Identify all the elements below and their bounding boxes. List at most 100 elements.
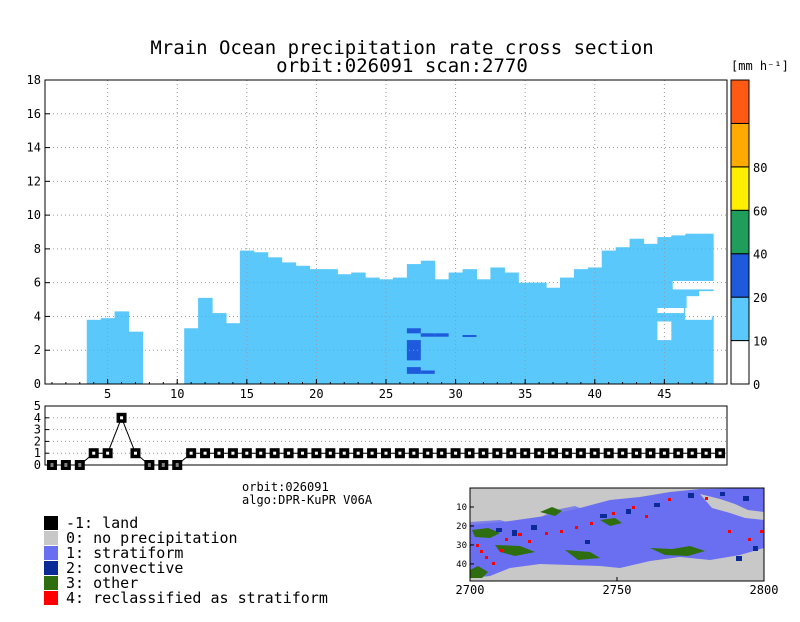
flag-marker-center <box>300 451 304 455</box>
no-rain-gap-0 <box>672 280 715 290</box>
flag-marker-center <box>370 451 374 455</box>
y-tick-label: 16 <box>27 107 41 121</box>
flag-marker-center <box>635 451 639 455</box>
precip-column-18 <box>351 272 366 384</box>
x-tick-label: 20 <box>309 387 323 401</box>
flag-marker-center <box>384 451 388 455</box>
map-y-tick-label: 10 <box>456 503 467 513</box>
flag-marker-center <box>662 451 666 455</box>
flag-marker-center <box>454 451 458 455</box>
precip-column-33 <box>559 277 575 384</box>
precip-column-16 <box>323 269 338 384</box>
x-tick-label: 5 <box>104 387 111 401</box>
map-y-tick-label: 20 <box>456 522 467 532</box>
precip-column-5 <box>198 297 213 384</box>
flag-y-tick-label: 2 <box>34 434 41 448</box>
precip-column-20 <box>379 279 394 384</box>
precip-column-10 <box>239 250 255 384</box>
map-axis-ticks: 2700 2750 2800 10 20 30 40 <box>456 503 779 597</box>
flag-marker-center <box>621 451 625 455</box>
cross-section-panel: 5 10 15 20 25 30 35 40 45 0 2 4 6 8 10 12 14 16 18 <box>27 73 728 401</box>
y-tick-label: 14 <box>27 141 41 155</box>
precip-column-22 <box>406 264 422 384</box>
colorbar-segment-2 <box>730 253 750 298</box>
colorbar-label-0: 0 <box>753 378 760 392</box>
y-tick-label: 10 <box>27 208 41 222</box>
precip-column-7 <box>225 323 241 384</box>
precip-column-24 <box>434 279 450 384</box>
main-plot-frame <box>44 79 728 385</box>
flag-marker-center <box>704 451 708 455</box>
flag-marker-center <box>342 451 346 455</box>
legend-swatch <box>44 531 58 545</box>
stratiform-region <box>470 488 764 578</box>
precip-column-39 <box>643 243 659 384</box>
heavy-rain-cell-2 <box>434 333 449 337</box>
colorbar-label-5: 80 <box>753 161 767 175</box>
precip-column-11 <box>253 252 269 384</box>
map-y-tick-label: 40 <box>456 560 467 570</box>
precip-column-23 <box>420 260 436 384</box>
reclassified-pixels <box>476 497 763 565</box>
flag-y-tick-label: 4 <box>34 411 41 425</box>
heavy-rain-cell-3 <box>462 335 477 338</box>
legend-label: 1: stratiform <box>66 544 183 562</box>
y-tick-label: 8 <box>34 242 41 256</box>
x-tick-label: 25 <box>379 387 393 401</box>
colorbar-segment-3 <box>730 209 750 255</box>
heavy-rain-cell-6 <box>420 370 435 374</box>
colorbar-segment-1 <box>730 296 750 342</box>
colorbar-label-4: 60 <box>753 204 767 218</box>
flag-marker-center <box>231 451 235 455</box>
precip-column-35 <box>587 267 603 384</box>
precip-column-19 <box>365 277 380 384</box>
map-y-tick-label: 30 <box>456 541 467 551</box>
legend-swatch <box>44 516 58 530</box>
flag-marker-center <box>189 451 193 455</box>
precip-cells <box>86 233 715 384</box>
flag-marker-center <box>607 451 611 455</box>
map-x-tick-label: 2750 <box>603 583 632 597</box>
legend-label: -1: land <box>66 514 138 532</box>
legend-entry-0: -1: land <box>44 514 138 532</box>
swath-map-panel: 2700 2750 2800 10 20 30 40 <box>456 487 779 597</box>
precip-column-4 <box>184 328 199 384</box>
flag-marker-center <box>120 416 124 420</box>
main-gridlines <box>45 80 727 384</box>
legend-swatch <box>44 591 58 605</box>
flag-marker-center <box>92 451 96 455</box>
flag-marker-center <box>481 451 485 455</box>
heavy-rain-cell-0 <box>406 328 421 334</box>
y-tick-label: 6 <box>34 276 41 290</box>
precip-column-2 <box>114 311 130 384</box>
colorbar-segment-5 <box>730 122 750 168</box>
legend-label: 2: convective <box>66 559 183 577</box>
algo-label: algo:DPR-KuPR V06A <box>242 493 373 507</box>
x-tick-label: 35 <box>518 387 532 401</box>
flag-marker-center <box>245 451 249 455</box>
legend-entry-3: 2: convective <box>44 559 183 577</box>
flag-marker-center <box>106 451 110 455</box>
chart-title: Mrain Ocean precipitation rate cross sec… <box>150 37 653 59</box>
colorbar: 0 10 20 40 60 80 <box>730 79 767 392</box>
colorbar-segment-4 <box>730 166 750 211</box>
stratiform-band <box>470 492 700 532</box>
legend-label: 0: no precipitation <box>66 529 238 547</box>
no-rain-gap-2 <box>657 321 672 341</box>
flag-marker-center <box>648 451 652 455</box>
precip-column-38 <box>629 238 645 384</box>
legend-label: 4: reclassified as stratiform <box>66 589 328 607</box>
no-rain-gap-4 <box>657 308 684 314</box>
flag-marker-center <box>217 451 221 455</box>
flag-marker-center <box>509 451 513 455</box>
y-tick-label: 18 <box>27 73 41 87</box>
precip-column-21 <box>392 277 408 384</box>
x-tick-label: 40 <box>588 387 602 401</box>
x-tick-label: 45 <box>657 387 671 401</box>
precip-column-31 <box>532 282 547 384</box>
legend-entry-5: 4: reclassified as stratiform <box>44 589 328 607</box>
precip-column-30 <box>518 282 533 384</box>
chart-subtitle: orbit:026091 scan:2770 <box>276 55 528 77</box>
legend-swatch <box>44 561 58 575</box>
